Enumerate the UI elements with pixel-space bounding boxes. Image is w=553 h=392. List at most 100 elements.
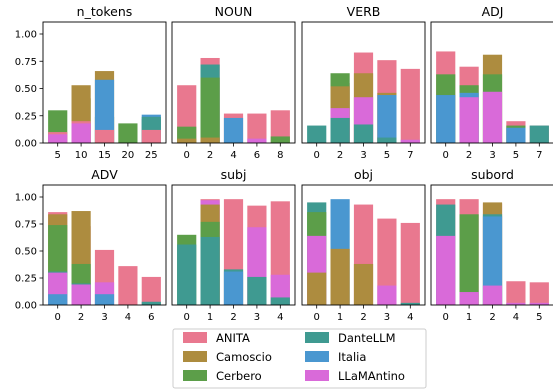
bar-DanteLLM-2 — [331, 118, 350, 143]
x-tick-label: 5 — [384, 150, 390, 161]
y-tick-label: 0.00 — [15, 301, 37, 312]
x-tick-label: 8 — [277, 150, 283, 161]
y-tick-label: 0.00 — [15, 139, 37, 150]
y-tick-label: 0.25 — [15, 274, 37, 285]
bar-ANITA-6 — [142, 277, 161, 305]
x-tick-label: 20 — [122, 150, 135, 161]
x-tick-label: 25 — [145, 150, 158, 161]
bar-Cerbero-2 — [201, 78, 220, 143]
panel-title: subord — [471, 167, 514, 182]
bar-LLaMAntino-2 — [72, 284, 91, 305]
panel-title: VERB — [347, 4, 381, 19]
bar-Italia-0 — [48, 294, 67, 305]
x-tick-label: 1 — [207, 312, 213, 323]
x-tick-label: 10 — [75, 150, 88, 161]
y-tick-label: 0.75 — [15, 57, 37, 68]
legend-swatch — [183, 332, 207, 343]
bar-ANITA-7 — [401, 69, 420, 143]
bar-DanteLLM-0 — [307, 126, 326, 143]
x-tick-label: 0 — [184, 150, 190, 161]
bar-Camoscio-2 — [354, 264, 373, 305]
x-tick-label: 0 — [443, 150, 449, 161]
legend-label: Camoscio — [216, 350, 272, 364]
x-tick-label: 4 — [230, 150, 236, 161]
bar-Italia-4 — [224, 118, 243, 143]
bar-ANITA-6 — [247, 114, 266, 143]
legend-swatch — [305, 332, 329, 343]
x-tick-label: 5 — [513, 150, 519, 161]
legend-swatch — [183, 370, 207, 381]
panel-ADV: ADV 0 2 3 4 6 0.00 0.25 0.50 0.75 1.00 — [15, 167, 166, 323]
x-tick-label: 2 — [489, 312, 495, 323]
bar-LLaMAntino-3 — [377, 286, 396, 305]
bar-ANITA-25 — [142, 130, 161, 143]
bar-LLaMAntino-7 — [401, 140, 420, 143]
legend: ANITA Camoscio Cerbero DanteLLM Italia LLaMAn… — [173, 329, 426, 388]
x-tick-label: 3 — [254, 312, 260, 323]
panel-title: subj — [221, 167, 247, 182]
bar-LLaMAntino-0 — [436, 236, 455, 305]
x-tick-label: 2 — [360, 312, 366, 323]
x-tick-label: 6 — [148, 312, 154, 323]
bar-ANITA-4 — [506, 281, 525, 305]
panel-ADJ: ADJ0 2 3 5 7 — [431, 4, 553, 161]
bar-Cerbero-20 — [118, 123, 137, 143]
bar-Italia-2 — [224, 272, 243, 305]
legend-label: Italia — [338, 350, 366, 364]
legend-item-DanteLLM: DanteLLM — [305, 331, 396, 345]
x-tick-label: 1 — [337, 312, 343, 323]
legend-swatch — [305, 351, 329, 362]
x-tick-label: 4 — [513, 312, 519, 323]
x-tick-label: 6 — [254, 150, 260, 161]
legend-swatch — [305, 370, 329, 381]
x-tick-label: 3 — [489, 150, 495, 161]
legend-label: LLaMAntino — [338, 369, 405, 383]
bar-Cerbero-1 — [460, 214, 479, 305]
legend-item-ANITA: ANITA — [183, 331, 250, 345]
y-tick-label: 0.75 — [15, 220, 37, 231]
x-tick-label: 2 — [337, 150, 343, 161]
panel-VERB: VERB 0 2 3 5 7 — [302, 4, 425, 161]
x-tick-label: 7 — [407, 150, 413, 161]
panel-NOUN: NOUN 0 2 4 6 8 — [172, 4, 295, 161]
bar-DanteLLM-5 — [377, 138, 396, 143]
bar-LLaMAntino-5 — [48, 134, 67, 143]
panel-title: NOUN — [215, 4, 253, 19]
x-tick-label: 3 — [384, 312, 390, 323]
bar-LLaMAntino-2 — [483, 286, 502, 305]
x-tick-label: 0 — [184, 312, 190, 323]
panel-subord: subord0 1 2 4 5 — [431, 167, 553, 323]
bar-ANITA-15 — [95, 130, 114, 143]
legend-item-Cerbero: Cerbero — [183, 369, 262, 383]
legend-label: Cerbero — [216, 369, 262, 383]
x-tick-label: 2 — [207, 150, 213, 161]
y-tick-label: 0.50 — [15, 247, 37, 258]
bar-DanteLLM-3 — [354, 124, 373, 143]
x-tick-label: 1 — [466, 312, 472, 323]
bar-LLaMAntino-6 — [247, 139, 266, 143]
bar-DanteLLM-3 — [247, 277, 266, 305]
x-tick-label: 3 — [360, 150, 366, 161]
panel-n_tokens: n_tokens 5 10 15 20 25 0.00 0.25 0.50 0.75 1.00 — [15, 4, 166, 161]
bar-Camoscio-1 — [331, 249, 350, 305]
y-tick-label: 0.50 — [15, 84, 37, 95]
x-tick-label: 4 — [277, 312, 283, 323]
bar-ANITA-5 — [530, 282, 549, 305]
panel-title: ADJ — [482, 4, 504, 19]
legend-item-Camoscio: Camoscio — [183, 350, 272, 364]
x-tick-label: 0 — [443, 312, 449, 323]
bar-Camoscio-0 — [177, 139, 196, 143]
panel-title: obj — [354, 167, 373, 182]
x-tick-label: 4 — [407, 312, 413, 323]
x-tick-label: 2 — [78, 312, 84, 323]
bar-Italia-3 — [95, 294, 114, 305]
bar-DanteLLM-1 — [201, 237, 220, 305]
x-tick-label: 5 — [55, 150, 61, 161]
x-tick-label: 2 — [230, 312, 236, 323]
x-tick-label: 15 — [98, 150, 111, 161]
bar-DanteLLM-6 — [142, 302, 161, 305]
bar-LLaMAntino-10 — [72, 123, 91, 143]
x-tick-label: 0 — [314, 150, 320, 161]
bar-DanteLLM-4 — [271, 297, 290, 305]
